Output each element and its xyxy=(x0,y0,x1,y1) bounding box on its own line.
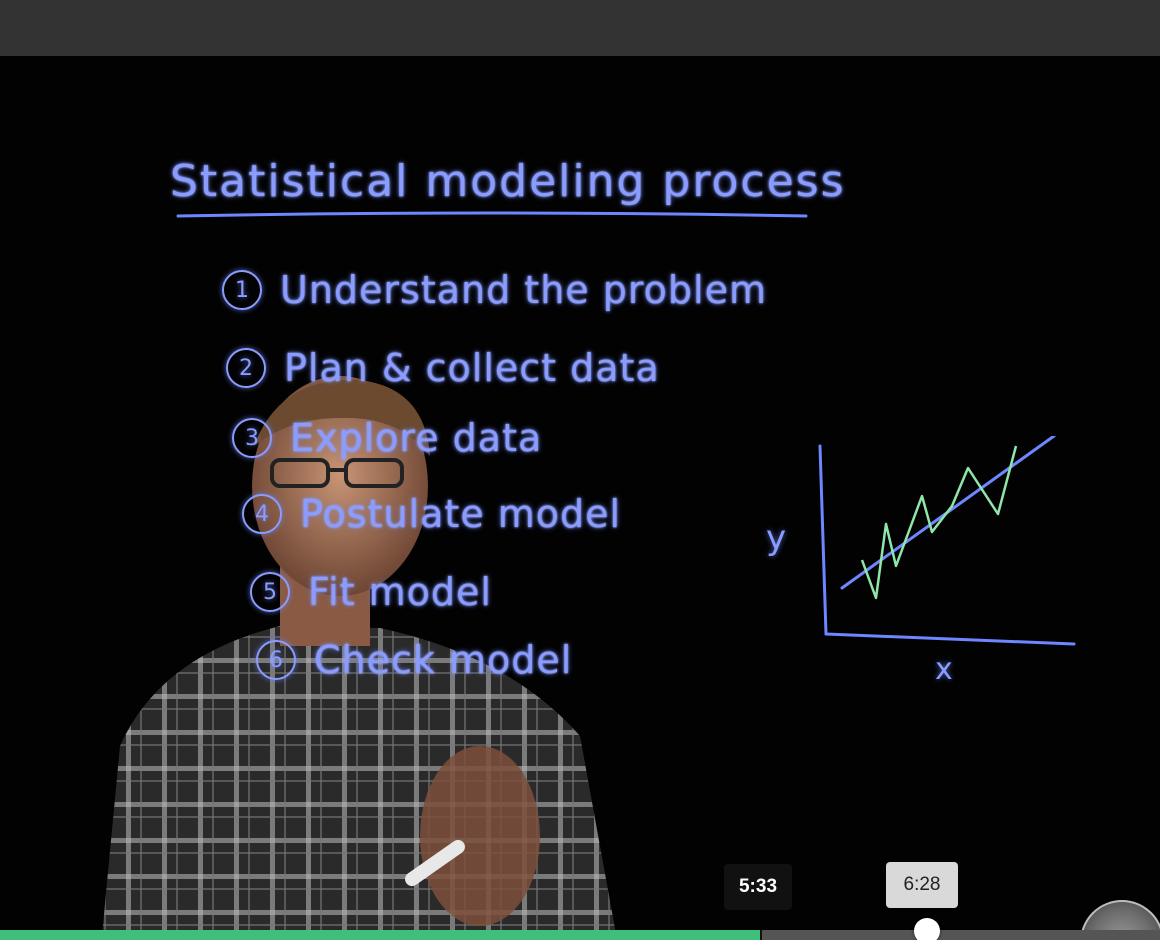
plot-y-axis xyxy=(818,444,828,636)
plot-x-axis xyxy=(824,632,1076,646)
board-title: Statistical modeling process xyxy=(170,156,846,207)
step-6: 6 Check model xyxy=(256,636,572,684)
step-number-5: 5 xyxy=(250,572,290,612)
step-2: 2 Plan & collect data xyxy=(226,344,660,392)
presenter-figure xyxy=(102,376,616,930)
scrubber-handle[interactable] xyxy=(914,918,940,940)
step-number-3: 3 xyxy=(232,418,272,458)
progress-current-marker xyxy=(760,930,762,940)
step-label-1: Understand the problem xyxy=(280,268,767,312)
step-5: 5 Fit model xyxy=(250,568,492,616)
plot-data-zigzag xyxy=(860,445,1018,600)
progress-bar[interactable] xyxy=(0,930,1160,940)
hover-time-tooltip: 6:28 xyxy=(886,862,958,908)
step-label-4: Postulate model xyxy=(300,492,622,536)
player-top-bar xyxy=(0,0,1160,56)
step-label-6: Check model xyxy=(314,638,573,682)
step-1: 1 Understand the problem xyxy=(222,266,767,314)
title-underline xyxy=(176,211,808,218)
step-label-2: Plan & collect data xyxy=(284,346,660,390)
sketch-plot xyxy=(818,436,1076,646)
step-number-2: 2 xyxy=(226,348,266,388)
plot-y-label: y xyxy=(766,518,787,558)
step-number-1: 1 xyxy=(222,270,262,310)
current-time-tooltip: 5:33 xyxy=(724,864,792,910)
step-label-3: Explore data xyxy=(290,416,543,460)
step-4: 4 Postulate model xyxy=(242,490,621,538)
step-label-5: Fit model xyxy=(308,570,492,614)
step-number-6: 6 xyxy=(256,640,296,680)
step-3: 3 Explore data xyxy=(232,414,542,462)
step-number-4: 4 xyxy=(242,494,282,534)
video-frame[interactable]: Statistical modeling process 1 Understan… xyxy=(0,56,1160,930)
progress-played xyxy=(0,930,761,940)
plot-x-label: x xyxy=(935,652,953,687)
